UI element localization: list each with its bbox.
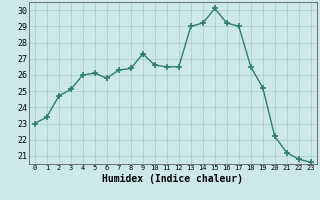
X-axis label: Humidex (Indice chaleur): Humidex (Indice chaleur)	[102, 174, 243, 184]
